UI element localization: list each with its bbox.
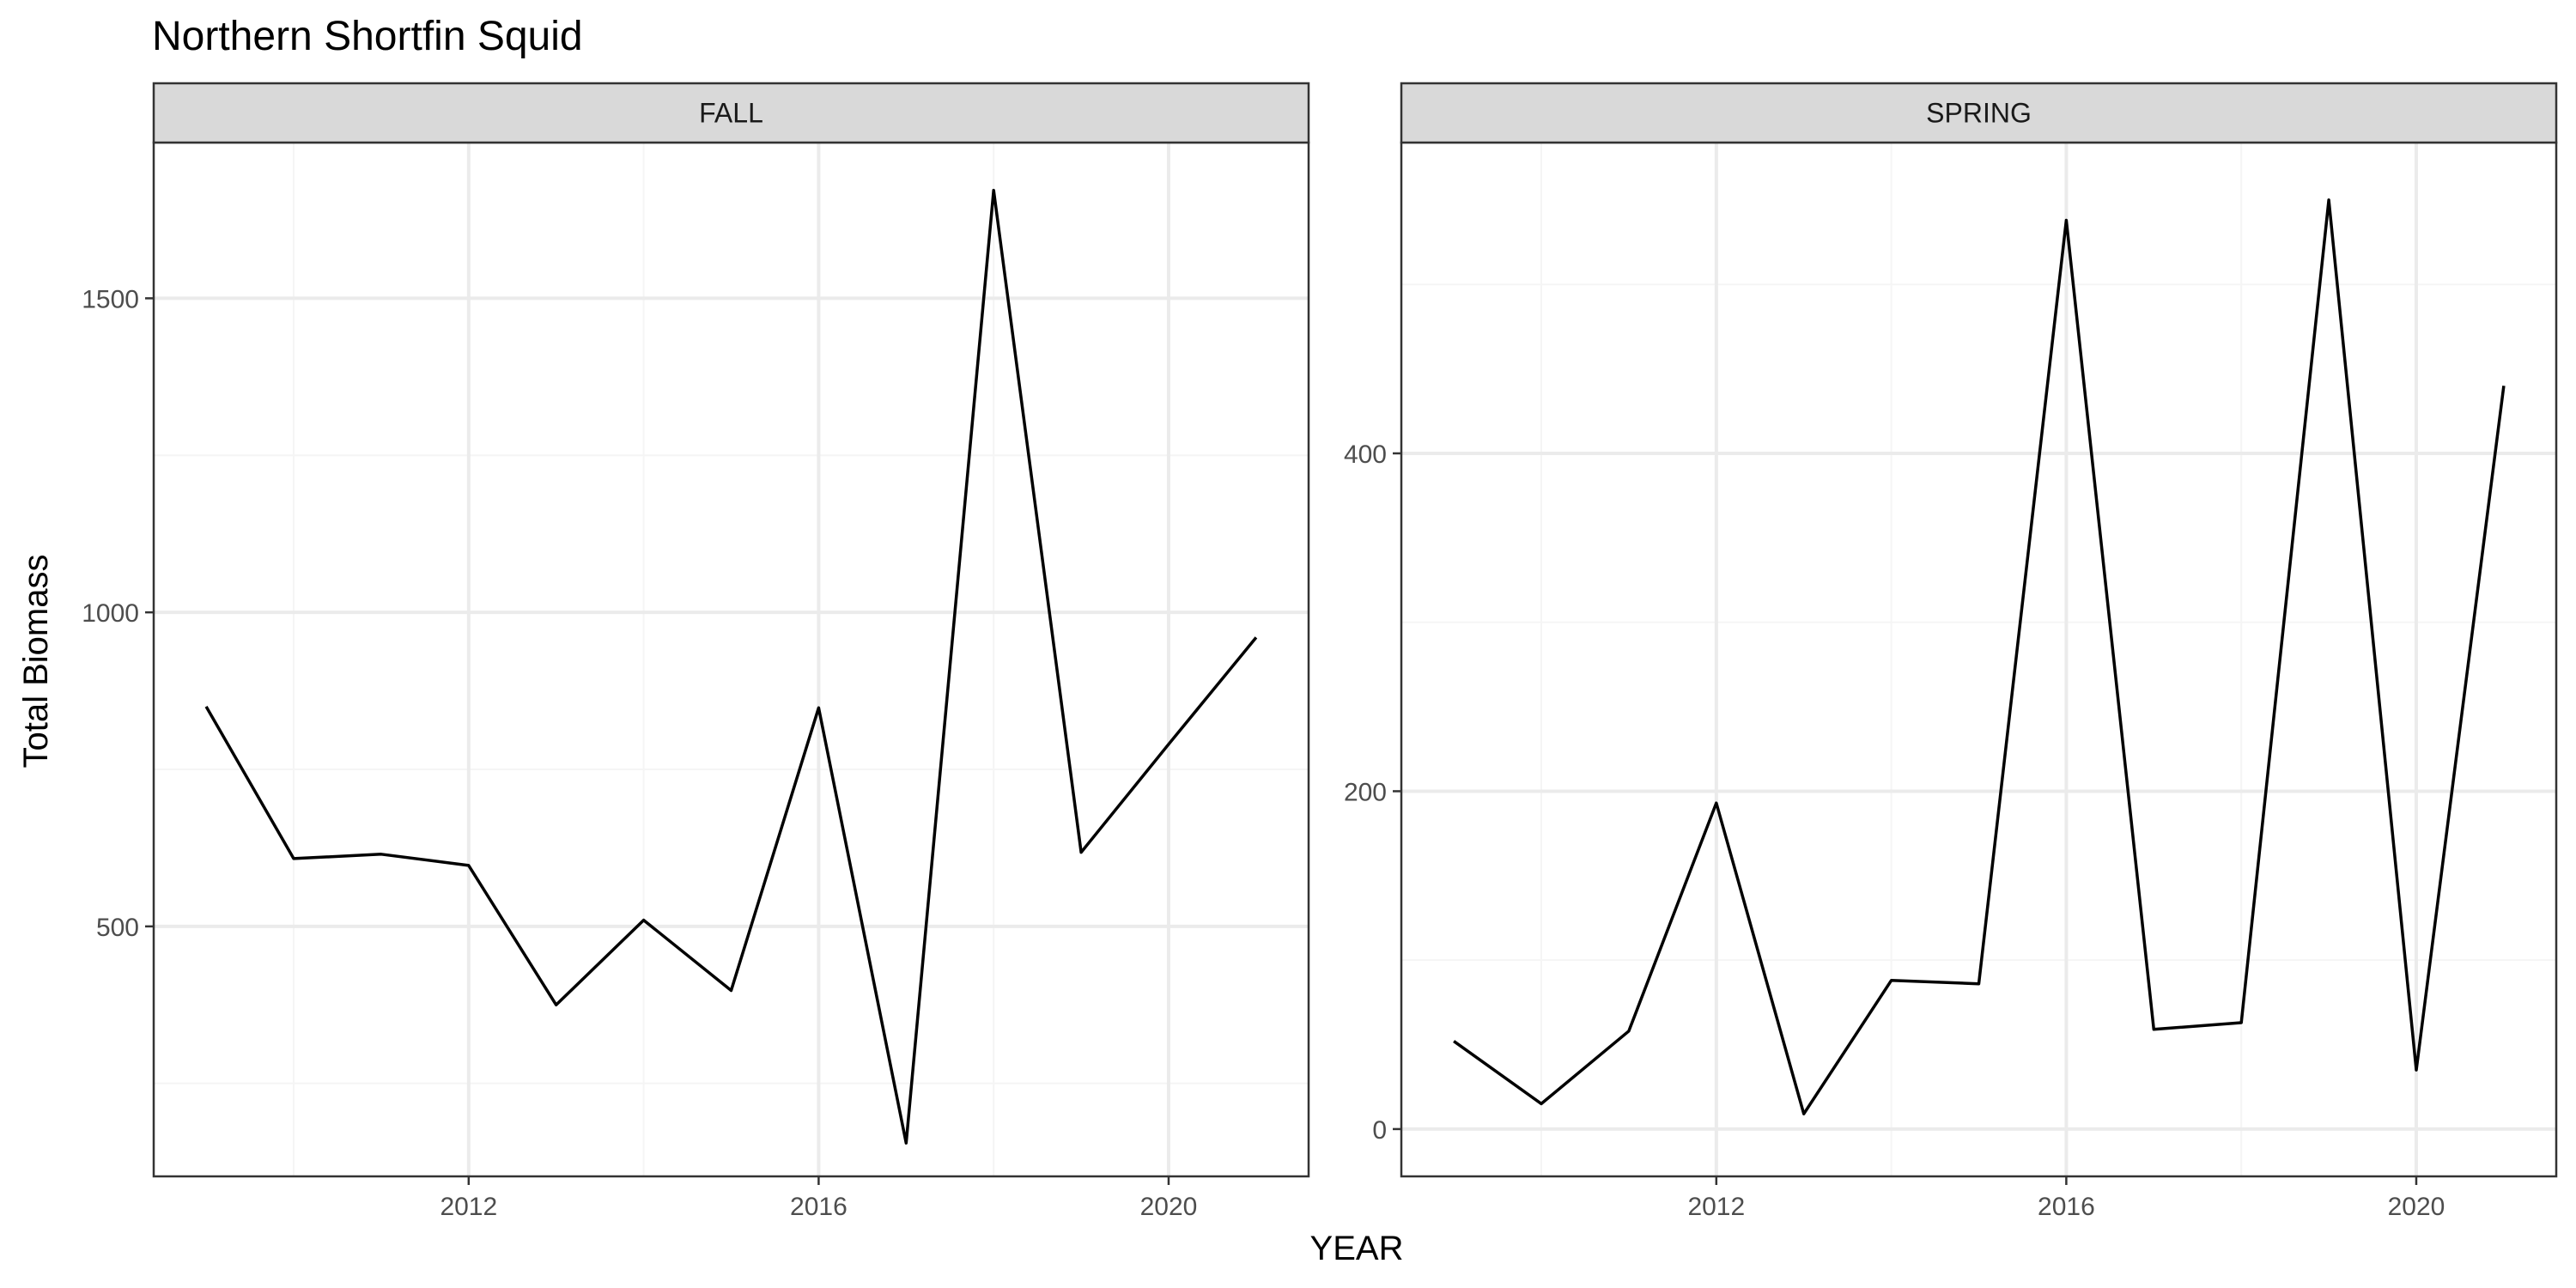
data-point: [817, 706, 820, 709]
data-point: [1890, 979, 1893, 982]
data-point: [904, 1141, 908, 1145]
data-point: [467, 864, 471, 867]
x-tick-label: 2012: [1687, 1193, 1745, 1221]
series-line-fall: [204, 188, 1258, 1145]
data-point: [2327, 198, 2330, 202]
y-tick-label: 400: [1344, 440, 1387, 469]
data-point: [992, 189, 995, 192]
chart-title: Northern Shortfin Squid: [152, 14, 583, 59]
data-point: [1978, 982, 1981, 986]
data-point: [380, 853, 383, 856]
data-point: [1255, 635, 1258, 639]
data-point: [1540, 1102, 1543, 1105]
data-point: [2239, 1021, 2243, 1024]
data-point: [1715, 801, 1718, 805]
facet-panels: FALL 2012 2016 2020 500 1000 1500 SPRING 2012 201…: [82, 82, 2558, 1221]
panel-background: [1401, 143, 2556, 1176]
data-point: [2064, 218, 2068, 222]
y-tick-label: 200: [1344, 778, 1387, 806]
y-tick-label: 0: [1372, 1116, 1387, 1145]
data-point: [1802, 1112, 1806, 1115]
data-point: [555, 1003, 558, 1006]
facet-strip: [152, 82, 1310, 144]
y-tick-label: 500: [96, 914, 139, 942]
x-tick-label: 2012: [440, 1193, 497, 1221]
y-tick-label: 1000: [82, 599, 139, 628]
x-tick-label: 2020: [2388, 1193, 2445, 1221]
facet-label-fall: FALL: [699, 98, 763, 129]
facet-strip: [1400, 82, 2558, 144]
data-point: [730, 988, 733, 992]
data-point: [1452, 1040, 1455, 1043]
data-point: [1079, 851, 1083, 854]
data-point: [1627, 1030, 1631, 1033]
data-point: [2152, 1028, 2155, 1031]
data-point: [204, 705, 208, 708]
panel-spring: SPRING 2012 2016 2020 0 200 400: [1344, 82, 2558, 1221]
data-point: [1167, 743, 1170, 746]
data-point: [292, 857, 295, 860]
panel-background: [154, 143, 1309, 1176]
series-line-spring: [1453, 198, 2506, 1115]
x-tick-label: 2020: [1140, 1193, 1198, 1221]
data-point: [2502, 384, 2506, 387]
facet-label-spring: SPRING: [1926, 98, 2032, 129]
panel-fall: FALL 2012 2016 2020 500 1000 1500: [82, 82, 1310, 1221]
x-tick-label: 2016: [790, 1193, 848, 1221]
x-axis-title: YEAR: [1310, 1230, 1404, 1267]
y-tick-label: 1500: [82, 285, 139, 313]
data-point: [642, 919, 646, 922]
x-tick-label: 2016: [2038, 1193, 2095, 1221]
data-point: [2415, 1068, 2418, 1072]
y-axis-title: Total Biomass: [17, 555, 55, 769]
